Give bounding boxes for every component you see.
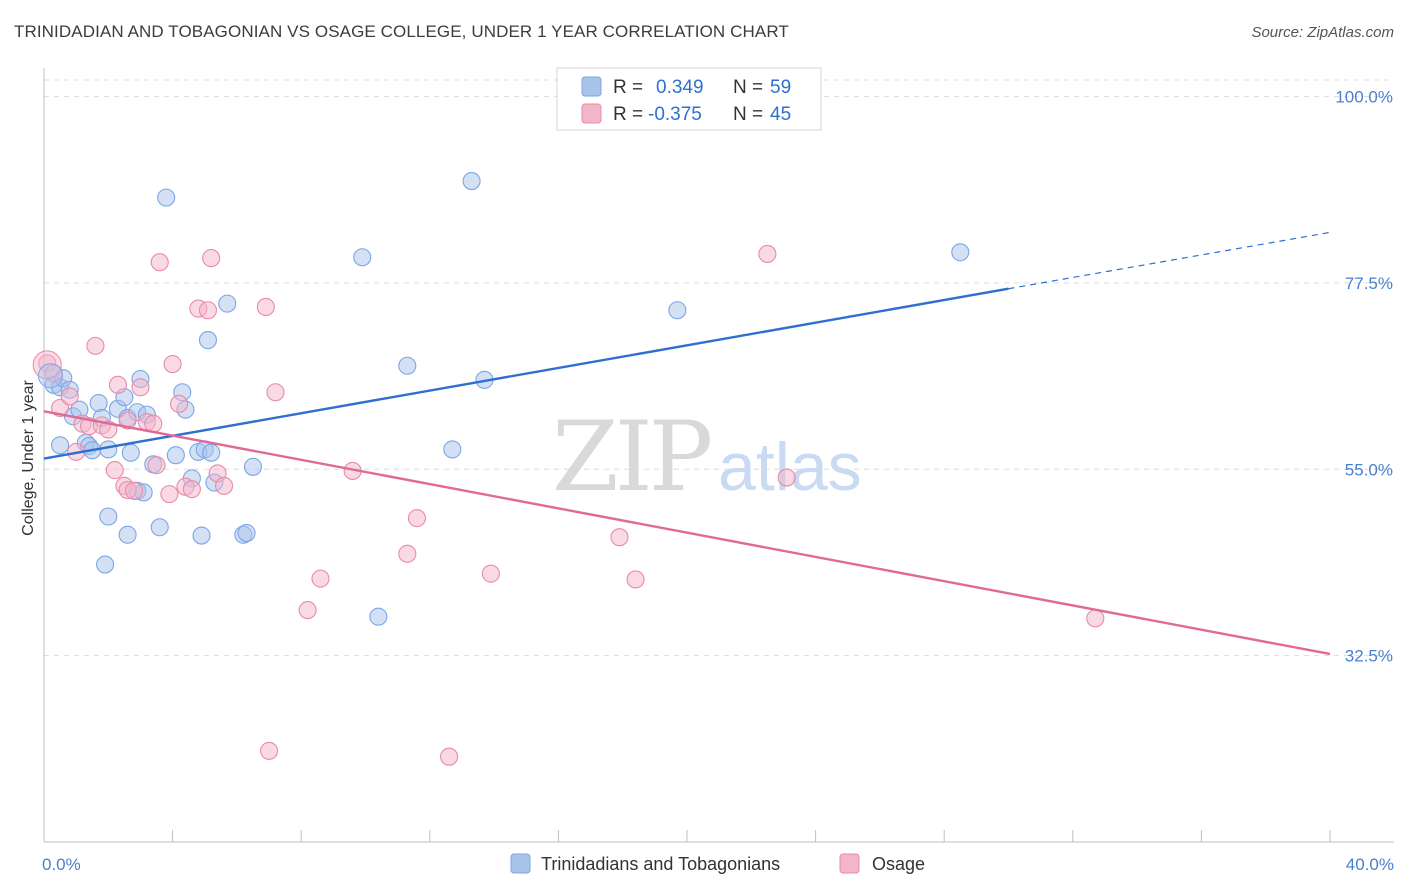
legend-r-label-1: R = [613,104,643,125]
point-s0-49 [951,243,970,262]
legend-r-value-0: 0.349 [656,77,704,98]
point-s1-38 [407,509,426,528]
point-s1-22 [163,355,182,374]
point-s1-16 [131,378,150,397]
legend-r-label-0: R = [613,77,643,98]
x-tick-label-0: 0.0% [42,855,81,874]
point-s1-25 [182,480,201,499]
point-s0-46 [462,171,481,191]
point-s0-44 [398,356,417,375]
point-s1-3 [60,387,79,406]
point-s0-29 [198,331,218,350]
trend-line-s1 [43,410,1331,656]
point-s0-37 [118,525,137,544]
point-s1-21 [160,485,179,504]
y-tick-label-2: 77.5% [1345,274,1393,293]
point-s1-20 [150,253,169,272]
point-s1-34 [298,601,317,620]
point-s1-19 [147,456,166,475]
point-s1-32 [259,741,279,760]
bottom-legend: Trinidadians and Tobagonians Osage [510,853,925,874]
point-s1-11 [108,375,127,394]
point-s0-21 [150,518,169,537]
point-s0-35 [96,555,115,574]
point-s0-43 [369,607,388,626]
point-s1-37 [398,544,417,563]
point-s1-41 [610,528,629,547]
point-s0-31 [218,294,237,313]
point-s0-10 [89,393,108,413]
point-s1-44 [777,468,796,487]
point-s0-23 [166,446,185,465]
point-s1-7 [86,336,105,355]
point-s1-43 [758,244,777,263]
point-cluster-osage [32,350,62,380]
point-s1-27 [198,301,218,320]
point-s0-40 [192,526,211,545]
y-axis-label: College, Under 1 year [20,380,37,536]
y-tick-label-0: 32.5% [1345,647,1393,666]
point-s1-39 [440,747,459,766]
point-cluster-trinidadian [37,363,63,389]
bottom-legend-swatch-trinidadian [510,853,531,874]
point-s1-15 [118,411,137,430]
point-s0-45 [443,440,462,459]
bottom-legend-swatch-osage [839,853,860,874]
axes [43,68,1394,843]
point-s1-14 [124,481,144,500]
legend-n-label-1: N = [733,104,763,125]
legend-swatch-trinidadian [581,76,602,97]
point-s1-35 [311,569,330,588]
point-s0-36 [99,507,118,526]
point-s0-16 [121,443,140,462]
point-s1-30 [214,476,234,495]
point-s0-48 [668,301,687,320]
point-s0-34 [243,457,263,476]
point-s1-10 [105,461,124,480]
x-tick-labels: 0.0% 40.0% [42,855,1394,874]
y-tick-label-1: 55.0% [1345,460,1393,479]
watermark-zip: ZIP [552,401,711,513]
legend-swatch-osage [581,103,602,124]
x-tick-label-1: 40.0% [1346,855,1394,874]
source-credit: Source: ZipAtlas.com [1251,24,1394,41]
legend-r-value-1: -0.375 [648,104,702,125]
point-s1-33 [266,383,285,402]
bottom-legend-label-osage: Osage [872,854,925,874]
legend-n-value-0: 59 [770,77,791,98]
legend-box: R = 0.349 N = 59 R = -0.375 N = 45 [556,67,822,131]
chart-title: TRINIDADIAN AND TOBAGONIAN VS OSAGE COLL… [14,22,789,41]
point-s1-40 [481,564,500,583]
trend-lines [43,231,1331,656]
grid-lines [44,79,1394,657]
point-s0-41 [202,443,221,462]
point-s1-42 [626,570,645,589]
trend-extension-s0 [1008,231,1331,290]
point-s0-33 [237,524,256,543]
point-s1-31 [256,297,275,316]
trend-line-s0 [43,287,1009,460]
point-s0-4 [51,436,70,455]
watermark-atlas: atlas [718,429,862,505]
y-tick-labels: 32.5% 55.0% 77.5% 100.0% [1335,88,1393,666]
legend-n-value-1: 45 [770,104,791,125]
point-s1-28 [202,249,221,268]
point-s0-22 [157,188,176,207]
y-tick-label-3: 100.0% [1335,88,1393,107]
legend-n-label-0: N = [733,77,763,98]
point-s1-23 [169,394,189,413]
data-points [32,171,1105,766]
bottom-legend-label-trinidadian: Trinidadians and Tobagonians [541,854,780,874]
point-s1-45 [1086,609,1105,628]
point-s1-2 [51,398,70,418]
point-s0-42 [353,248,372,267]
